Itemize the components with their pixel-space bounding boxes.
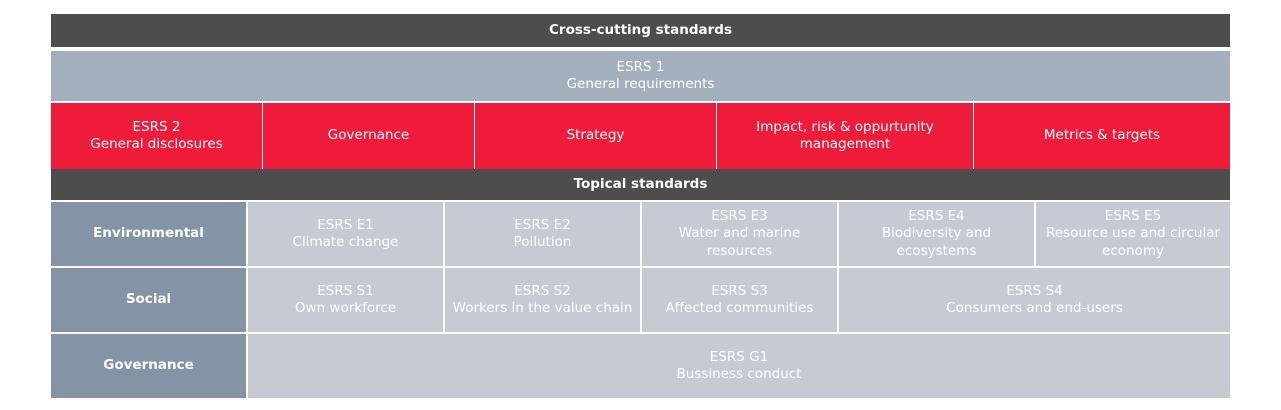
topical-header-text: Topical standards [573, 175, 708, 192]
e4-code: ESRS E4 [908, 207, 965, 224]
e2-code: ESRS E2 [514, 216, 571, 233]
area-strategy: Strategy [474, 103, 716, 169]
esrs2-cell: ESRS 2 General disclosures [51, 103, 262, 169]
topical-header: Topical standards [51, 169, 1230, 200]
g1-code: ESRS G1 [709, 348, 769, 365]
s4-code: ESRS S4 [1006, 282, 1063, 299]
area-governance-label: Governance [327, 127, 410, 144]
row-governance-header: Governance [51, 334, 246, 398]
area-metrics-label: Metrics & targets [1043, 127, 1161, 144]
standard-e5: ESRS E5 Resource use and circular econom… [1036, 202, 1230, 266]
esrs2-code: ESRS 2 [132, 118, 181, 135]
area-strategy-label: Strategy [566, 127, 625, 144]
area-impact-line2: management [799, 136, 891, 152]
s4-name: Consumers and end-users [946, 300, 1123, 316]
e4-name-line1: Biodiversity and [881, 225, 992, 242]
s1-name: Own workforce [294, 300, 397, 316]
area-metrics-targets: Metrics & targets [973, 103, 1230, 169]
esrs1-code: ESRS 1 [616, 58, 665, 75]
row-social-label: Social [125, 291, 172, 308]
e5-name-line1: Resource use and circular [1045, 225, 1221, 242]
standard-e2: ESRS E2 Pollution [445, 202, 640, 266]
row-governance-label: Governance [103, 357, 194, 374]
cross-cutting-header-text: Cross-cutting standards [549, 21, 732, 38]
standard-s4: ESRS S4 Consumers and end-users [839, 268, 1230, 332]
row-social-header: Social [51, 268, 246, 332]
e1-code: ESRS E1 [317, 216, 374, 233]
s2-code: ESRS S2 [514, 282, 571, 299]
area-governance: Governance [262, 103, 474, 169]
e3-code: ESRS E3 [711, 207, 768, 224]
e1-name: Climate change [292, 234, 399, 250]
standard-e3: ESRS E3 Water and marine resources [642, 202, 837, 266]
e5-code: ESRS E5 [1104, 207, 1162, 224]
row-environmental-label: Environmental [93, 225, 204, 242]
e3-name-line2: resources [706, 242, 773, 259]
e4-name-line2: ecosystems [896, 242, 977, 259]
s2-name: Workers in the value chain [452, 300, 633, 316]
e2-name: Pollution [513, 234, 572, 250]
area-impact-line1: Impact, risk & oppurtunity [756, 118, 934, 135]
area-impact-risk-opportunity: Impact, risk & oppurtunity management [716, 103, 973, 169]
esrs1-name: General requirements [566, 76, 715, 92]
g1-name: Bussiness conduct [676, 366, 802, 382]
row-environmental-header: Environmental [51, 202, 246, 266]
s3-code: ESRS S3 [711, 282, 768, 299]
standard-e1: ESRS E1 Climate change [248, 202, 443, 266]
e3-name-line1: Water and marine [678, 225, 801, 242]
esrs1-band: ESRS 1 General requirements [51, 51, 1230, 101]
cross-cutting-header: Cross-cutting standards [51, 14, 1230, 47]
standard-s2: ESRS S2 Workers in the value chain [445, 268, 640, 332]
esrs2-name: General disclosures [90, 136, 223, 152]
s1-code: ESRS S1 [317, 282, 374, 299]
standard-s1: ESRS S1 Own workforce [248, 268, 443, 332]
e5-name-line2: economy [1102, 242, 1164, 259]
standard-e4: ESRS E4 Biodiversity and ecosystems [839, 202, 1034, 266]
standard-s3: ESRS S3 Affected communities [642, 268, 837, 332]
s3-name: Affected communities [665, 300, 814, 316]
standard-g1: ESRS G1 Bussiness conduct [248, 334, 1230, 398]
